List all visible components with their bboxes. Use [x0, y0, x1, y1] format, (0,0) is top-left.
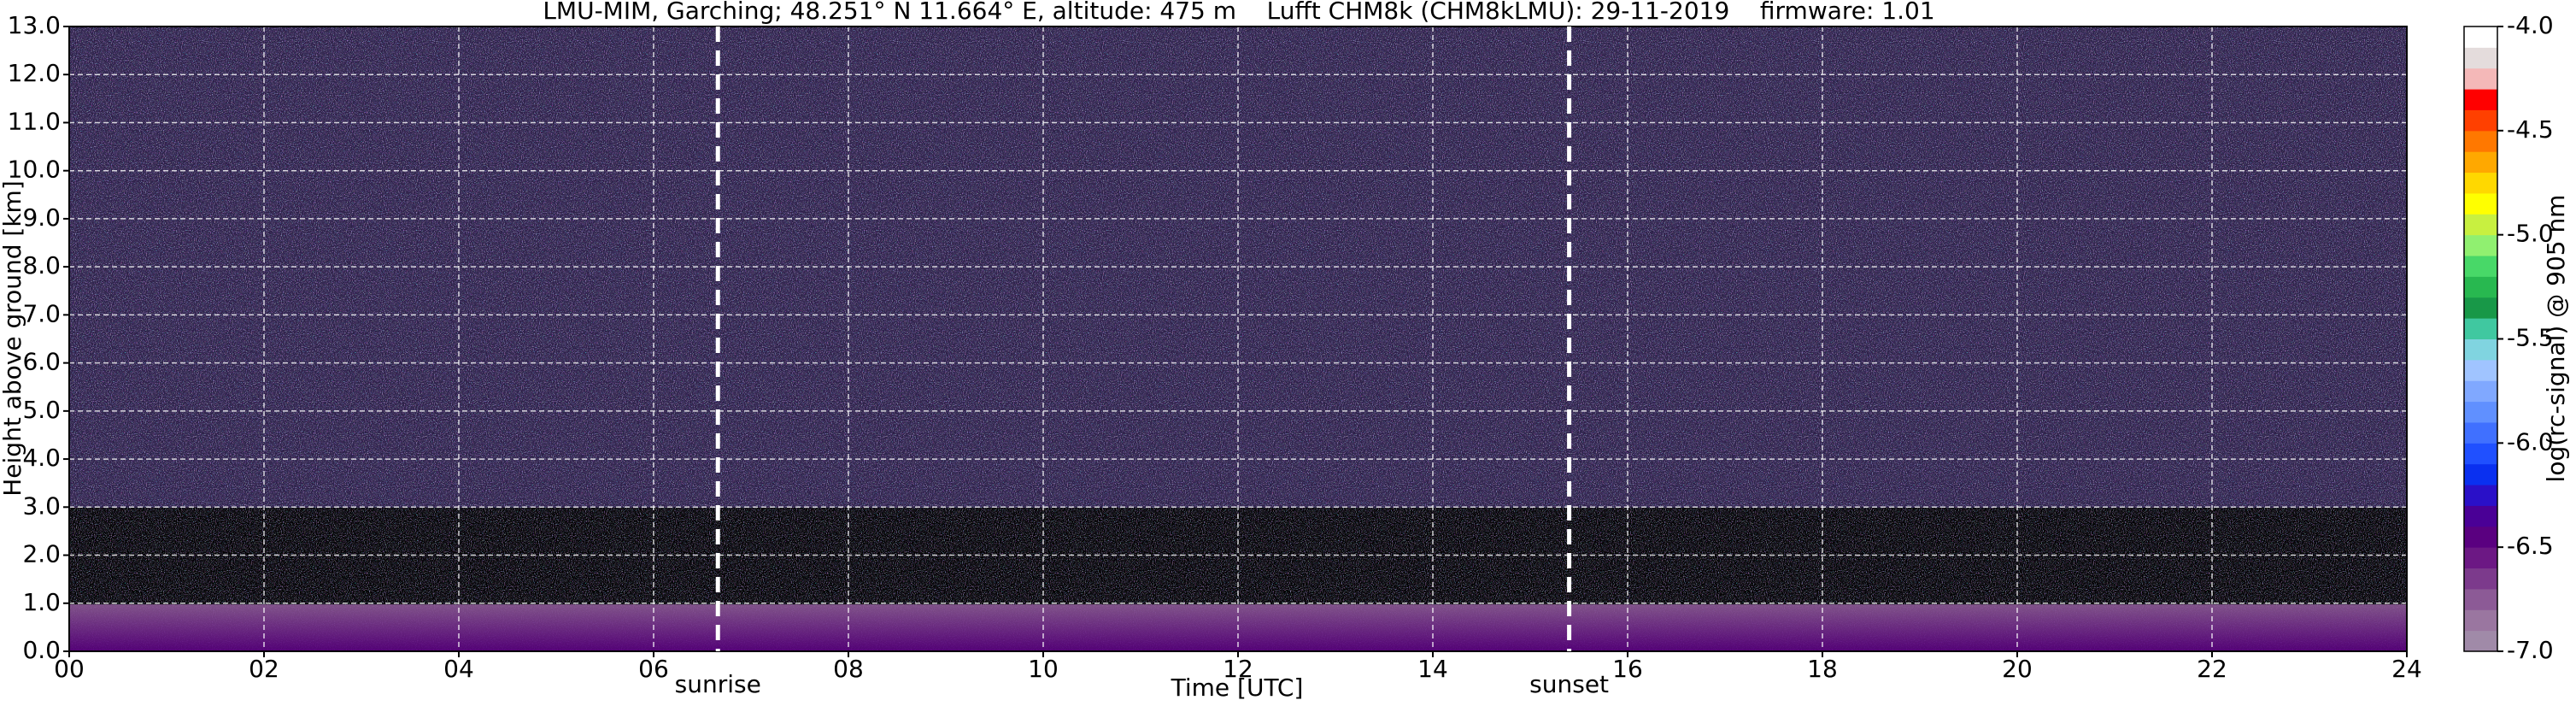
x-tick-label: 08	[833, 655, 864, 683]
colorbar-swatch	[2464, 421, 2497, 444]
y-tick-label: 4.0	[22, 444, 61, 472]
colorbar-swatch	[2464, 547, 2497, 569]
colorbar-swatch	[2464, 359, 2497, 381]
chart-title: LMU-MIM, Garching; 48.251° N 11.664° E, …	[543, 0, 1934, 25]
colorbar-swatch	[2464, 609, 2497, 632]
colorbar-swatch	[2464, 151, 2497, 174]
colorbar-swatch	[2464, 630, 2497, 652]
y-tick-label: 10.0	[8, 156, 61, 184]
y-tick-label: 7.0	[22, 299, 61, 327]
colorbar-swatch	[2464, 214, 2497, 236]
y-axis-label: Height above ground [km]	[0, 180, 26, 497]
y-tick-label: 1.0	[22, 588, 61, 616]
colorbar-swatch	[2464, 463, 2497, 485]
y-tick-label: 13.0	[8, 11, 61, 39]
x-tick-label: 10	[1028, 655, 1059, 683]
colorbar-tick-label: -4.0	[2507, 11, 2554, 39]
y-tick-label: 8.0	[22, 251, 61, 279]
colorbar-swatch	[2464, 234, 2497, 256]
colorbar-tick-label: -5.5	[2507, 324, 2554, 352]
colorbar-tick-label: -6.5	[2507, 532, 2554, 560]
colorbar-swatch	[2464, 130, 2497, 152]
colorbar-swatch	[2464, 256, 2497, 277]
colorbar-swatch	[2464, 276, 2497, 298]
y-tick-label: 2.0	[22, 540, 61, 568]
colorbar-swatch	[2464, 68, 2497, 90]
colorbar-swatch	[2464, 89, 2497, 110]
x-tick-label: 24	[2391, 655, 2422, 683]
plot-frame	[68, 26, 2408, 652]
colorbar-swatch	[2464, 380, 2497, 403]
colorbar-tick-label: -5.0	[2507, 220, 2554, 248]
y-tick-label: 5.0	[22, 396, 61, 424]
colorbar-swatch	[2464, 318, 2497, 339]
x-tick-label: 20	[2002, 655, 2033, 683]
y-tick-label: 0.0	[22, 636, 61, 664]
plot-area	[68, 26, 2408, 652]
colorbar-swatch	[2464, 297, 2497, 319]
colorbar-swatch	[2464, 443, 2497, 465]
colorbar-swatch	[2464, 505, 2497, 527]
x-tick-label: 22	[2197, 655, 2227, 683]
y-tick-label: 6.0	[22, 348, 61, 376]
event-label: sunrise	[675, 670, 761, 698]
y-tick-label: 3.0	[22, 491, 61, 520]
colorbar-swatch	[2464, 109, 2497, 132]
x-tick-label: 14	[1417, 655, 1448, 683]
x-tick-label: 02	[249, 655, 279, 683]
x-tick-label: 00	[54, 655, 85, 683]
event-label: sunset	[1529, 670, 1609, 698]
colorbar-swatch	[2464, 192, 2497, 215]
x-tick-label: 18	[1807, 655, 1838, 683]
x-axis-label: Time [UTC]	[1171, 674, 1304, 702]
colorbar-swatch	[2464, 338, 2497, 361]
colorbar-swatch	[2464, 401, 2497, 423]
colorbar-label: log(rc-signal) @ 905 nm	[2542, 195, 2570, 483]
colorbar-swatch	[2464, 526, 2497, 548]
colorbar-swatch	[2464, 588, 2497, 610]
colorbar-swatch	[2464, 568, 2497, 590]
colorbar-swatch	[2464, 485, 2497, 506]
y-tick-label: 12.0	[8, 59, 61, 87]
y-tick-label: 9.0	[22, 203, 61, 232]
x-tick-label: 06	[638, 655, 669, 683]
x-tick-label: 12	[1223, 655, 1253, 683]
y-tick-label: 11.0	[8, 107, 61, 135]
x-tick-label: 16	[1612, 655, 1643, 683]
colorbar-tick-label: -4.5	[2507, 115, 2554, 144]
colorbar-tick-label: -6.0	[2507, 427, 2554, 456]
colorbar-swatch	[2464, 26, 2497, 48]
colorbar-swatch	[2464, 172, 2497, 194]
x-tick-label: 04	[443, 655, 474, 683]
colorbar-swatch	[2464, 47, 2497, 69]
colorbar-tick-label: -7.0	[2507, 636, 2554, 664]
